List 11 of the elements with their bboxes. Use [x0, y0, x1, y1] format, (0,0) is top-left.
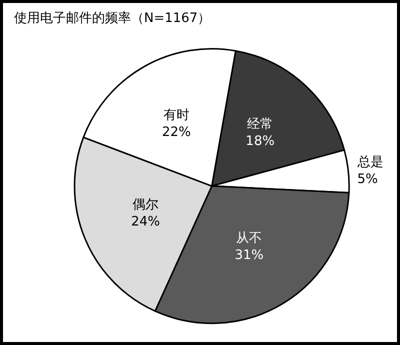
- slice-label: 总是: [356, 154, 384, 170]
- data-label: 31%: [234, 248, 264, 264]
- data-label: 24%: [131, 214, 160, 230]
- chart-title: 使用电子邮件的频率（N=1167）: [14, 10, 211, 26]
- data-label: 18%: [246, 134, 275, 150]
- slice-label: 有时: [163, 108, 190, 123]
- slice-label: 偶尔: [132, 197, 159, 212]
- slice-label: 经常: [247, 117, 274, 132]
- slice-label: 从不: [236, 231, 262, 246]
- data-label: 5%: [357, 172, 378, 187]
- data-label: 22%: [162, 124, 191, 140]
